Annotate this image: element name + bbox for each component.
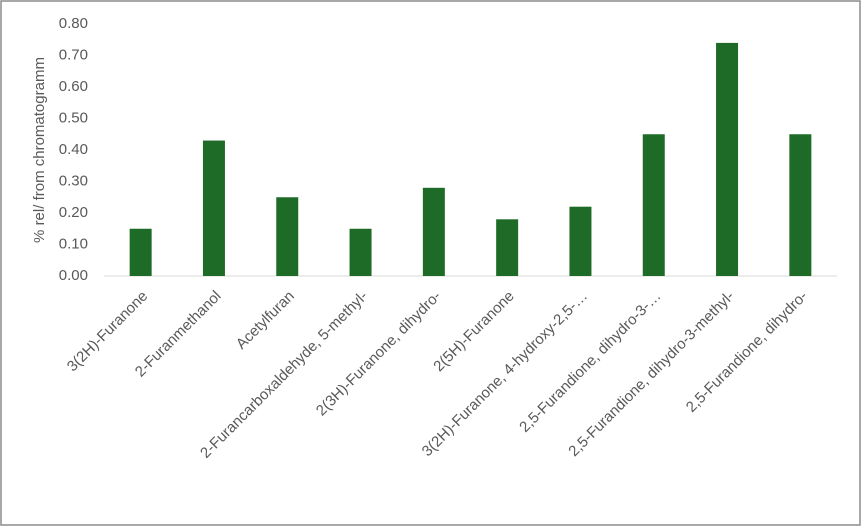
- y-tick-label: 0.10: [59, 235, 88, 252]
- bar: [496, 219, 519, 276]
- y-tick-label: 0.60: [59, 78, 88, 95]
- y-tick-label: 0.30: [59, 172, 88, 189]
- y-axis-title: % rel/ from chromatogramm: [31, 57, 48, 243]
- bar: [716, 42, 739, 277]
- bar: [349, 228, 372, 276]
- y-tick-label: 0.40: [59, 141, 88, 158]
- bar: [422, 187, 445, 276]
- y-tick-label: 0.20: [59, 204, 88, 221]
- bar: [642, 134, 665, 276]
- bar: [276, 197, 299, 276]
- y-tick-label: 0.50: [59, 109, 88, 126]
- bar: [202, 140, 225, 276]
- bar: [569, 206, 592, 276]
- y-tick-label: 0.70: [59, 46, 88, 63]
- y-tick-label: 0.80: [59, 15, 88, 32]
- bar: [129, 228, 152, 276]
- y-tick-label: 0.00: [59, 267, 88, 284]
- bar: [789, 134, 812, 276]
